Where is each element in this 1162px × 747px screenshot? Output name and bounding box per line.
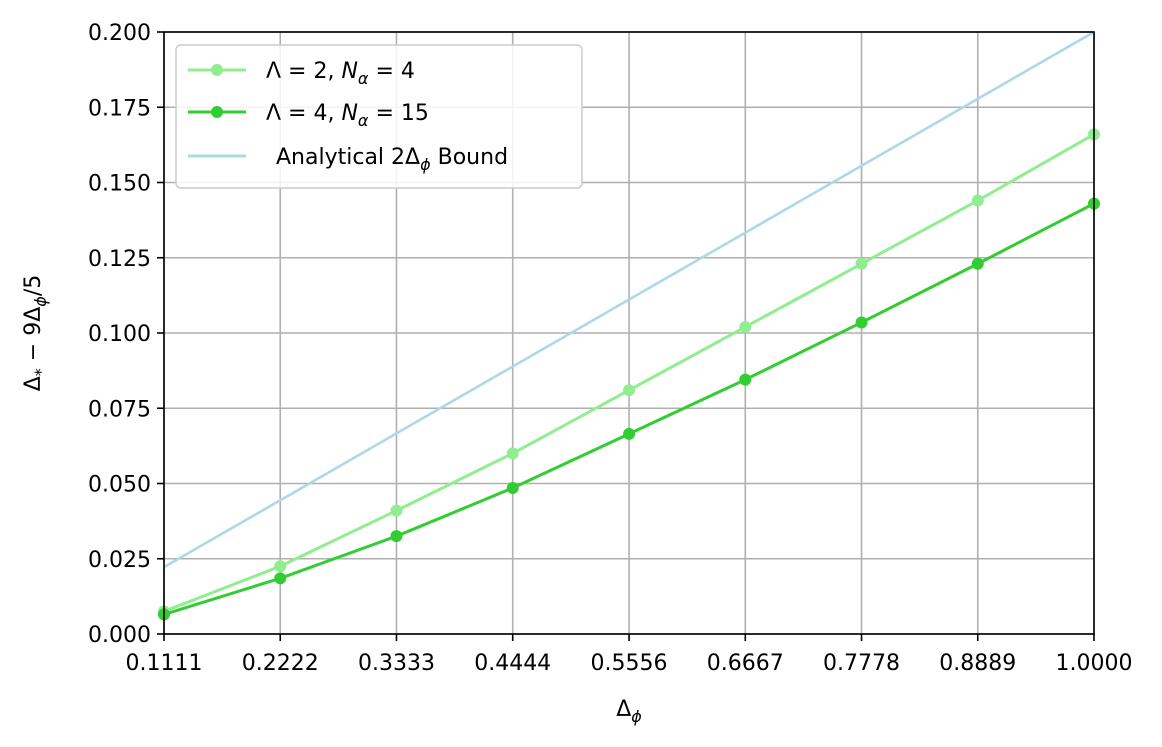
y-tick-label: 0.075 (88, 397, 151, 422)
series-1-point (506, 447, 519, 460)
series-2-point (623, 427, 636, 440)
series-2-point (739, 373, 752, 386)
legend-marker-series-2 (211, 106, 223, 118)
legend-entry-series-1: Λ = 2, Nα = 4 (188, 59, 415, 88)
legend-marker-series-1 (211, 64, 223, 76)
series-1-point (623, 384, 636, 397)
y-tick-label: 0.100 (88, 322, 151, 347)
y-tick-label: 0.200 (88, 21, 151, 46)
y-tick-label: 0.000 (88, 623, 151, 648)
series-1-point (390, 504, 403, 517)
x-tick-label: 0.2222 (242, 651, 319, 676)
series-2-point (971, 257, 984, 270)
y-tick-label: 0.150 (88, 172, 151, 197)
legend-label-series-2: Λ = 4, Nα = 15 (266, 101, 429, 130)
legend-entry-series-3: Analytical 2Δϕ Bound (188, 145, 508, 174)
legend-box (175, 44, 583, 189)
x-tick-label: 0.8889 (939, 651, 1016, 676)
x-tick-label: 0.4444 (474, 651, 551, 676)
y-tick-label: 0.125 (88, 247, 151, 272)
series-1-point (739, 320, 752, 333)
series-2-point (506, 482, 519, 495)
x-tick-label: 1.0000 (1056, 651, 1133, 676)
x-axis: 0.1111 0.2222 0.3333 0.4444 0.5556 0.6667 0.77… (126, 634, 1133, 676)
plot-area (158, 30, 1100, 621)
x-tick-label: 0.6667 (707, 651, 784, 676)
series-1-point (855, 257, 868, 270)
y-tick-label: 0.175 (88, 96, 151, 121)
series-line-3 (163, 30, 1095, 569)
y-tick-label: 0.050 (88, 473, 151, 498)
x-axis-label: Δϕ (616, 697, 642, 726)
x-tick-label: 0.5556 (591, 651, 668, 676)
x-tick-label: 0.7778 (823, 651, 900, 676)
legend-label-series-3: Analytical 2Δϕ Bound (276, 145, 508, 174)
x-tick-label: 0.1111 (126, 651, 203, 676)
series-1-point (274, 560, 287, 573)
legend: Λ = 2, Nα = 4 Λ = 4, Nα = 15 Analytical … (175, 44, 583, 189)
x-tick-label: 0.3333 (358, 651, 435, 676)
y-axis-label: Δ* − 9Δϕ/5 (21, 275, 50, 392)
y-axis: 0.000 0.025 0.050 0.075 0.100 0.125 0.150 0.175… (88, 21, 164, 648)
legend-entry-series-2: Λ = 4, Nα = 15 (188, 101, 429, 130)
series-2-point (274, 572, 287, 585)
legend-label-series-1: Λ = 2, Nα = 4 (266, 59, 415, 88)
y-tick-label: 0.025 (88, 548, 151, 573)
series-2-point (390, 530, 403, 543)
series-1-point (971, 194, 984, 207)
series-2-point (855, 316, 868, 329)
